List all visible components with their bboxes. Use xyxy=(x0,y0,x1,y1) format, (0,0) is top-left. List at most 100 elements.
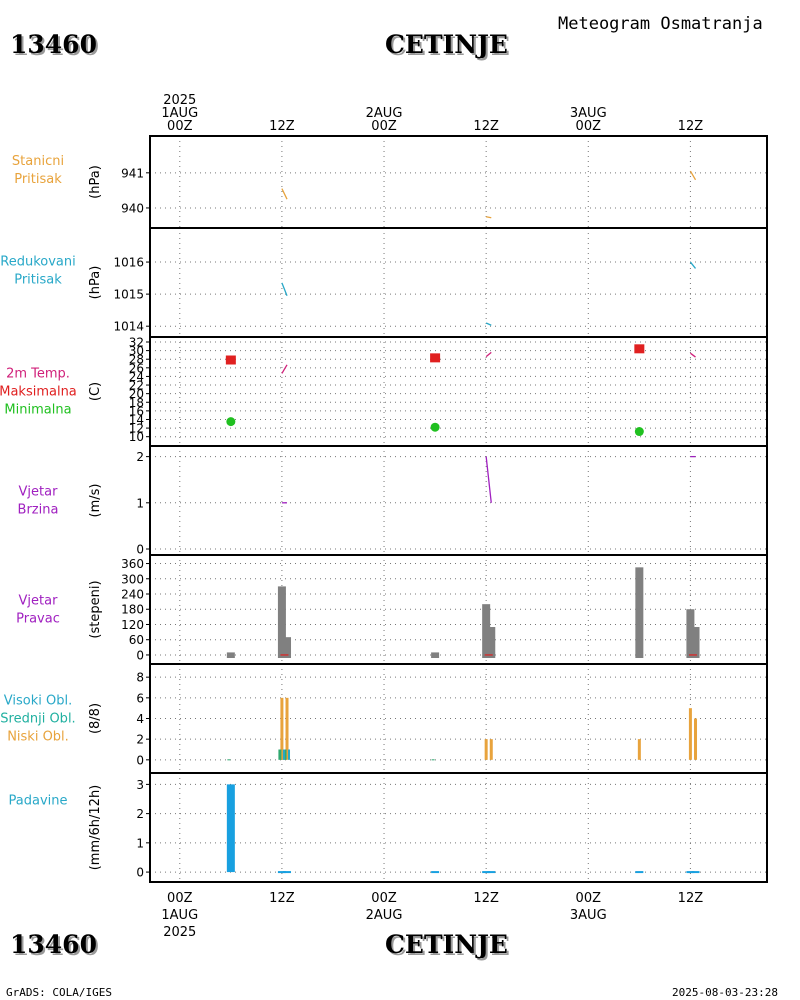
bar-mark xyxy=(482,604,491,658)
series-line-segment xyxy=(690,352,696,358)
panel-label: Pravac xyxy=(16,612,60,627)
unit-label: (m/s) xyxy=(88,484,103,518)
y-tick-label: 8 xyxy=(136,671,144,685)
y-tick-label: 30 xyxy=(129,344,144,358)
bar-mark xyxy=(489,739,493,760)
series-line-segment xyxy=(689,261,697,269)
chart-title: Meteogram Osmatranja xyxy=(558,14,763,34)
y-tick-label: 28 xyxy=(129,353,144,367)
y-tick-label: 940 xyxy=(121,201,144,215)
panel-label: Vjetar xyxy=(19,485,59,500)
time-label-top: 00Z xyxy=(167,119,193,134)
y-tick-label: 2 xyxy=(136,450,144,464)
panel-label: Padavine xyxy=(9,794,68,809)
panel-label: Stanicni xyxy=(12,154,64,169)
station-name-top: CETINJE xyxy=(385,30,508,59)
time-label-bottom: 00Z xyxy=(167,891,193,906)
y-tick-label: 26 xyxy=(129,361,144,375)
series-line-segment xyxy=(485,322,492,326)
y-tick-label: 2 xyxy=(136,807,144,821)
unit-label: (mm/6h/12h) xyxy=(88,785,103,871)
time-label-bottom: 00Z xyxy=(371,891,397,906)
bar-mark xyxy=(226,652,235,658)
y-tick-label: 3 xyxy=(136,778,144,792)
panel-label: Niski Obl. xyxy=(7,730,69,745)
y-tick-label: 240 xyxy=(121,588,144,602)
time-label-bottom: 2AUG xyxy=(366,908,403,923)
y-tick-label: 1 xyxy=(136,496,144,510)
time-label-top: 00Z xyxy=(371,119,397,134)
y-tick-label: 0 xyxy=(136,543,144,557)
series-line-segment xyxy=(281,282,288,296)
max-temp-marker xyxy=(634,344,645,354)
y-tick-label: 12 xyxy=(129,422,144,436)
bar-mark xyxy=(283,749,287,760)
y-tick-label: 1016 xyxy=(113,256,144,270)
y-tick-label: 20 xyxy=(129,387,144,401)
unit-label: (hPa) xyxy=(88,266,103,300)
time-label-bottom: 00Z xyxy=(576,891,602,906)
y-tick-label: 6 xyxy=(136,691,144,705)
series-line-segment xyxy=(486,216,492,219)
bar-mark xyxy=(691,627,700,658)
y-tick-label: 941 xyxy=(121,166,144,180)
series-line-segment xyxy=(281,364,288,374)
panel-label: Maksimalna xyxy=(0,385,77,400)
y-tick-label: 0 xyxy=(136,866,144,880)
panel-label: Minimalna xyxy=(4,403,71,418)
time-label-top: 12Z xyxy=(678,119,704,134)
y-tick-label: 24 xyxy=(129,370,144,384)
min-temp-marker xyxy=(226,417,236,427)
unit-label: (C) xyxy=(88,382,103,401)
bar-mark xyxy=(484,739,488,760)
unit-label: (stepeni) xyxy=(88,580,103,638)
series-line-segment xyxy=(485,351,492,358)
y-tick-label: 120 xyxy=(121,618,144,632)
panel-frame xyxy=(149,445,768,556)
y-tick-label: 0 xyxy=(136,753,144,767)
y-tick-label: 32 xyxy=(129,336,144,350)
panel-label: Brzina xyxy=(18,503,59,518)
panel-label: Visoki Obl. xyxy=(4,694,72,709)
time-label-bottom: 12Z xyxy=(473,891,499,906)
bar-mark xyxy=(278,749,282,760)
time-label-bottom: 1AUG xyxy=(161,908,198,923)
bar-mark xyxy=(688,708,692,760)
panel-label: Srednji Obl. xyxy=(0,712,75,727)
min-temp-marker xyxy=(634,427,644,437)
time-label-top: 2AUG xyxy=(366,106,403,121)
time-label-top: 00Z xyxy=(576,119,602,134)
max-temp-marker xyxy=(430,353,441,363)
panel-frame xyxy=(149,135,768,229)
y-tick-label: 10 xyxy=(129,430,144,444)
unit-label: (8/8) xyxy=(88,703,103,734)
station-name-bottom: CETINJE xyxy=(385,930,508,959)
y-tick-label: 16 xyxy=(129,404,144,418)
y-tick-label: 22 xyxy=(129,379,144,393)
y-tick-label: 18 xyxy=(129,396,144,410)
y-tick-label: 60 xyxy=(129,633,144,647)
time-label-top: 1AUG xyxy=(161,106,198,121)
bar-mark xyxy=(694,718,698,760)
y-tick-label: 360 xyxy=(121,557,144,571)
time-label-bottom: 2025 xyxy=(163,925,196,940)
bar-mark xyxy=(487,627,496,658)
panel-label: Vjetar xyxy=(19,594,59,609)
time-label-top: 2025 xyxy=(163,93,196,108)
max-temp-marker xyxy=(225,355,236,365)
bar-mark xyxy=(277,586,286,658)
time-label-bottom: 12Z xyxy=(269,891,295,906)
bar-mark xyxy=(686,609,695,658)
bar-mark xyxy=(637,739,641,760)
panel-label: Redukovani xyxy=(0,255,75,270)
panel-frame xyxy=(149,554,768,665)
y-tick-label: 0 xyxy=(136,648,144,662)
bar-mark xyxy=(282,749,285,760)
bar-mark xyxy=(227,759,231,761)
station-id-top: 13460 xyxy=(10,30,97,59)
bar-mark xyxy=(226,784,235,873)
bar-mark xyxy=(280,697,284,760)
series-line-segment xyxy=(689,170,697,181)
time-label-top: 12Z xyxy=(269,119,295,134)
